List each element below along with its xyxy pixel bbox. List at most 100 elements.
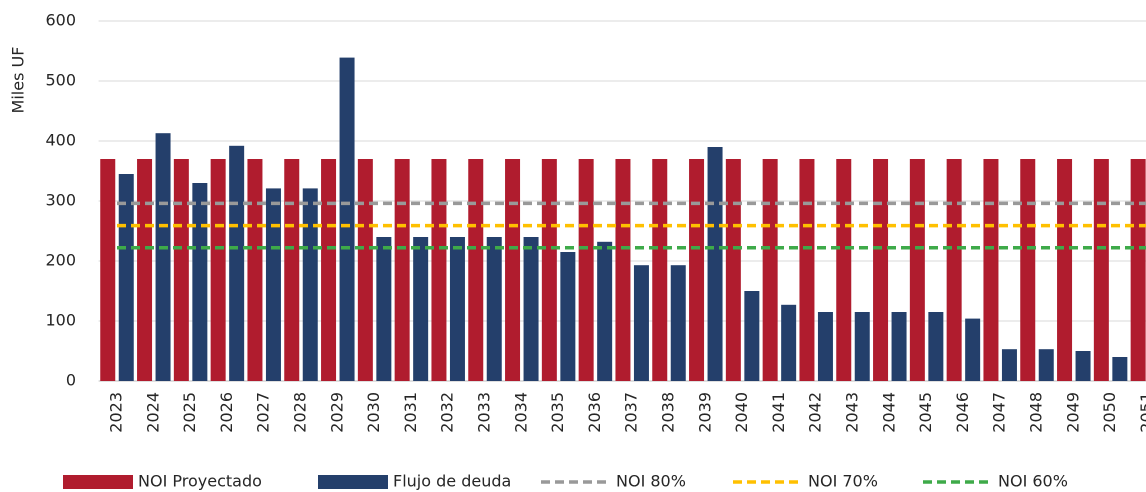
y-tick-label: 0: [66, 371, 76, 390]
x-tick-label: 2047: [990, 392, 1009, 433]
bar: [1038, 349, 1054, 381]
x-tick-label: 2046: [953, 392, 972, 433]
bar: [781, 304, 797, 381]
bar: [523, 237, 539, 381]
x-tick-label: 2023: [107, 392, 126, 433]
x-tick-label: 2045: [916, 392, 935, 433]
bar: [836, 159, 852, 381]
bar: [854, 312, 870, 381]
bar: [670, 265, 686, 381]
bar: [1057, 159, 1073, 381]
bar: [431, 159, 447, 381]
x-tick-label: 2049: [1063, 392, 1082, 433]
bar: [339, 57, 355, 381]
x-tick-label: 2037: [622, 392, 641, 433]
legend-label: NOI 70%: [808, 472, 878, 491]
legend-label: NOI 60%: [998, 472, 1068, 491]
bar: [652, 159, 668, 381]
bar: [1020, 159, 1036, 381]
bar: [707, 147, 723, 381]
x-tick-label: 2032: [438, 392, 457, 433]
bar: [302, 188, 318, 381]
x-tick-label: 2027: [254, 392, 273, 433]
legend-label: NOI Proyectado: [138, 472, 262, 491]
bar: [265, 188, 281, 381]
bar: [321, 159, 337, 381]
bar: [891, 312, 907, 381]
legend-swatch: [318, 475, 388, 489]
x-tick-label: 2039: [695, 392, 714, 433]
x-tick-label: 2041: [769, 392, 788, 433]
x-tick-label: 2036: [585, 392, 604, 433]
bar: [873, 159, 889, 381]
bar: [137, 159, 153, 381]
bar: [762, 159, 778, 381]
y-tick-label: 500: [45, 71, 76, 90]
bar: [689, 159, 705, 381]
bar: [909, 159, 925, 381]
bar: [1130, 159, 1146, 381]
bar: [615, 159, 631, 381]
bar: [725, 159, 741, 381]
x-tick-label: 2033: [475, 392, 494, 433]
legend-swatch: [63, 475, 133, 489]
bar: [210, 159, 226, 381]
y-tick-label: 200: [45, 251, 76, 270]
x-tick-label: 2038: [659, 392, 678, 433]
bar: [1075, 351, 1091, 381]
x-tick-label: 2042: [806, 392, 825, 433]
x-tick-label: 2025: [180, 392, 199, 433]
bar: [965, 318, 981, 381]
x-tick-label: 2031: [401, 392, 420, 433]
bar: [173, 159, 189, 381]
x-tick-label: 2051: [1137, 392, 1146, 433]
bar: [155, 133, 171, 381]
x-tick-label: 2043: [843, 392, 862, 433]
y-tick-label: 100: [45, 311, 76, 330]
bar: [817, 312, 833, 381]
bar: [799, 159, 815, 381]
bar: [744, 291, 760, 381]
x-tick-label: 2048: [1027, 392, 1046, 433]
bar: [357, 159, 373, 381]
bar: [247, 159, 263, 381]
bar: [578, 159, 594, 381]
bar: [229, 145, 245, 381]
x-tick-label: 2030: [364, 392, 383, 433]
bar: [449, 237, 465, 381]
bar: [486, 237, 502, 381]
x-tick-label: 2024: [143, 392, 162, 433]
bar: [946, 159, 962, 381]
bar: [597, 241, 613, 381]
y-tick-label: 300: [45, 191, 76, 210]
bar: [284, 159, 300, 381]
bar: [468, 159, 484, 381]
x-tick-label: 2034: [511, 392, 530, 433]
bar: [376, 237, 392, 381]
bar: [413, 237, 429, 381]
bar: [541, 159, 557, 381]
bar: [633, 265, 649, 381]
y-axis-label: Miles UF: [9, 47, 28, 114]
y-tick-label: 400: [45, 131, 76, 150]
bar: [1001, 349, 1017, 381]
bar: [192, 183, 208, 381]
x-tick-label: 2040: [732, 392, 751, 433]
x-tick-label: 2029: [327, 392, 346, 433]
bar: [505, 159, 521, 381]
legend-label: Flujo de deuda: [393, 472, 511, 491]
x-tick-label: 2026: [217, 392, 236, 433]
bar: [1093, 159, 1109, 381]
x-tick-label: 2035: [548, 392, 567, 433]
x-tick-label: 2028: [291, 392, 310, 433]
bar: [928, 312, 944, 381]
x-tick-label: 2050: [1100, 392, 1119, 433]
legend-label: NOI 80%: [616, 472, 686, 491]
y-tick-label: 600: [45, 11, 76, 30]
x-tick-label: 2044: [879, 392, 898, 433]
bar: [100, 159, 116, 381]
bar: [1112, 357, 1128, 381]
bar: [983, 159, 999, 381]
bar: [394, 159, 410, 381]
